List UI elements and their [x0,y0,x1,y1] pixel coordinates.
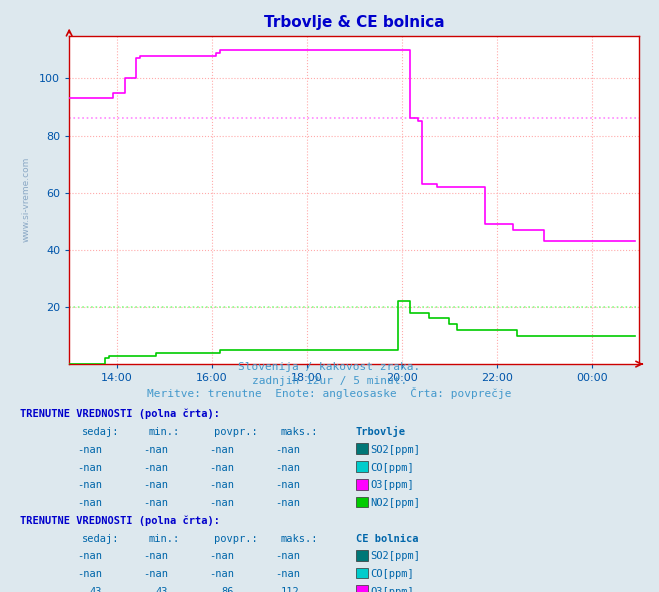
Title: Trbovlje & CE bolnica: Trbovlje & CE bolnica [264,15,445,30]
Text: CO[ppm]: CO[ppm] [370,462,414,472]
Text: povpr.:: povpr.: [214,533,258,543]
Text: -nan: -nan [275,498,300,508]
Text: -nan: -nan [275,480,300,490]
Text: min.:: min.: [148,533,179,543]
Text: CE bolnica: CE bolnica [356,533,418,543]
Text: Meritve: trenutne  Enote: angleosaske  Črta: povprečje: Meritve: trenutne Enote: angleosaske Črt… [147,387,512,399]
Text: -nan: -nan [275,569,300,579]
Text: -nan: -nan [209,480,234,490]
Text: maks.:: maks.: [280,427,318,437]
Text: SO2[ppm]: SO2[ppm] [370,445,420,455]
Text: 86: 86 [221,587,234,592]
Text: 43: 43 [156,587,168,592]
Text: -nan: -nan [143,480,168,490]
Text: zadnjih 12ur / 5 minut.: zadnjih 12ur / 5 minut. [252,375,407,385]
Text: Slovenija / kakovost zraka.: Slovenija / kakovost zraka. [239,362,420,372]
Text: NO2[ppm]: NO2[ppm] [370,498,420,508]
Text: -nan: -nan [143,445,168,455]
Text: -nan: -nan [77,498,102,508]
Text: -nan: -nan [275,462,300,472]
Text: SO2[ppm]: SO2[ppm] [370,551,420,561]
Text: -nan: -nan [275,551,300,561]
Text: min.:: min.: [148,427,179,437]
Text: TRENUTNE VREDNOSTI (polna črta):: TRENUTNE VREDNOSTI (polna črta): [20,409,219,419]
Text: -nan: -nan [77,480,102,490]
Text: -nan: -nan [143,569,168,579]
Text: povpr.:: povpr.: [214,427,258,437]
Text: -nan: -nan [209,462,234,472]
Text: -nan: -nan [209,551,234,561]
Text: -nan: -nan [77,569,102,579]
Text: -nan: -nan [209,445,234,455]
Text: CO[ppm]: CO[ppm] [370,569,414,579]
Text: sedaj:: sedaj: [82,533,120,543]
Text: -nan: -nan [275,445,300,455]
Text: -nan: -nan [143,498,168,508]
Text: -nan: -nan [77,445,102,455]
Text: -nan: -nan [143,462,168,472]
Text: maks.:: maks.: [280,533,318,543]
Text: Trbovlje: Trbovlje [356,426,406,437]
Text: -nan: -nan [77,551,102,561]
Text: -nan: -nan [209,498,234,508]
Text: www.si-vreme.com: www.si-vreme.com [22,157,31,243]
Text: -nan: -nan [143,551,168,561]
Text: O3[ppm]: O3[ppm] [370,480,414,490]
Text: -nan: -nan [77,462,102,472]
Text: sedaj:: sedaj: [82,427,120,437]
Text: 112: 112 [281,587,300,592]
Text: -nan: -nan [209,569,234,579]
Text: O3[ppm]: O3[ppm] [370,587,414,592]
Text: 43: 43 [90,587,102,592]
Text: TRENUTNE VREDNOSTI (polna črta):: TRENUTNE VREDNOSTI (polna črta): [20,516,219,526]
